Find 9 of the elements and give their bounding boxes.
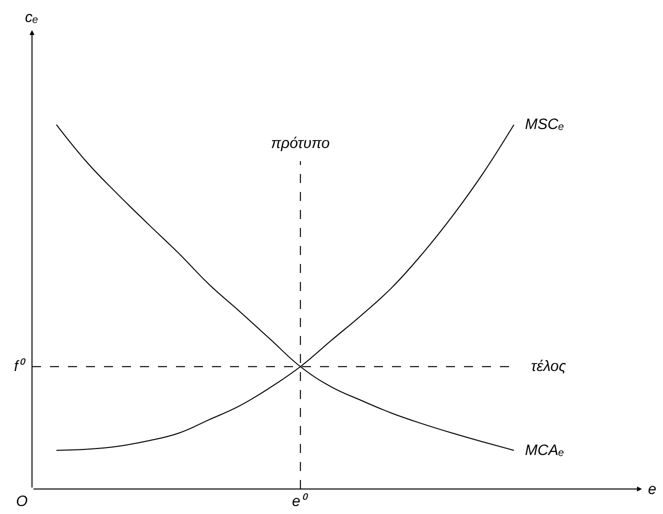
text: O bbox=[16, 493, 28, 510]
text: e⁰ bbox=[292, 493, 306, 510]
series-label: MSCₑ bbox=[525, 116, 564, 133]
text: cₑ bbox=[25, 9, 38, 26]
text: πρότυπο bbox=[271, 135, 330, 152]
ref-line-label: τέλος bbox=[531, 358, 567, 375]
series-label: MCAₑ bbox=[525, 442, 564, 459]
text: e bbox=[648, 481, 656, 498]
text: f⁰ bbox=[14, 358, 26, 375]
